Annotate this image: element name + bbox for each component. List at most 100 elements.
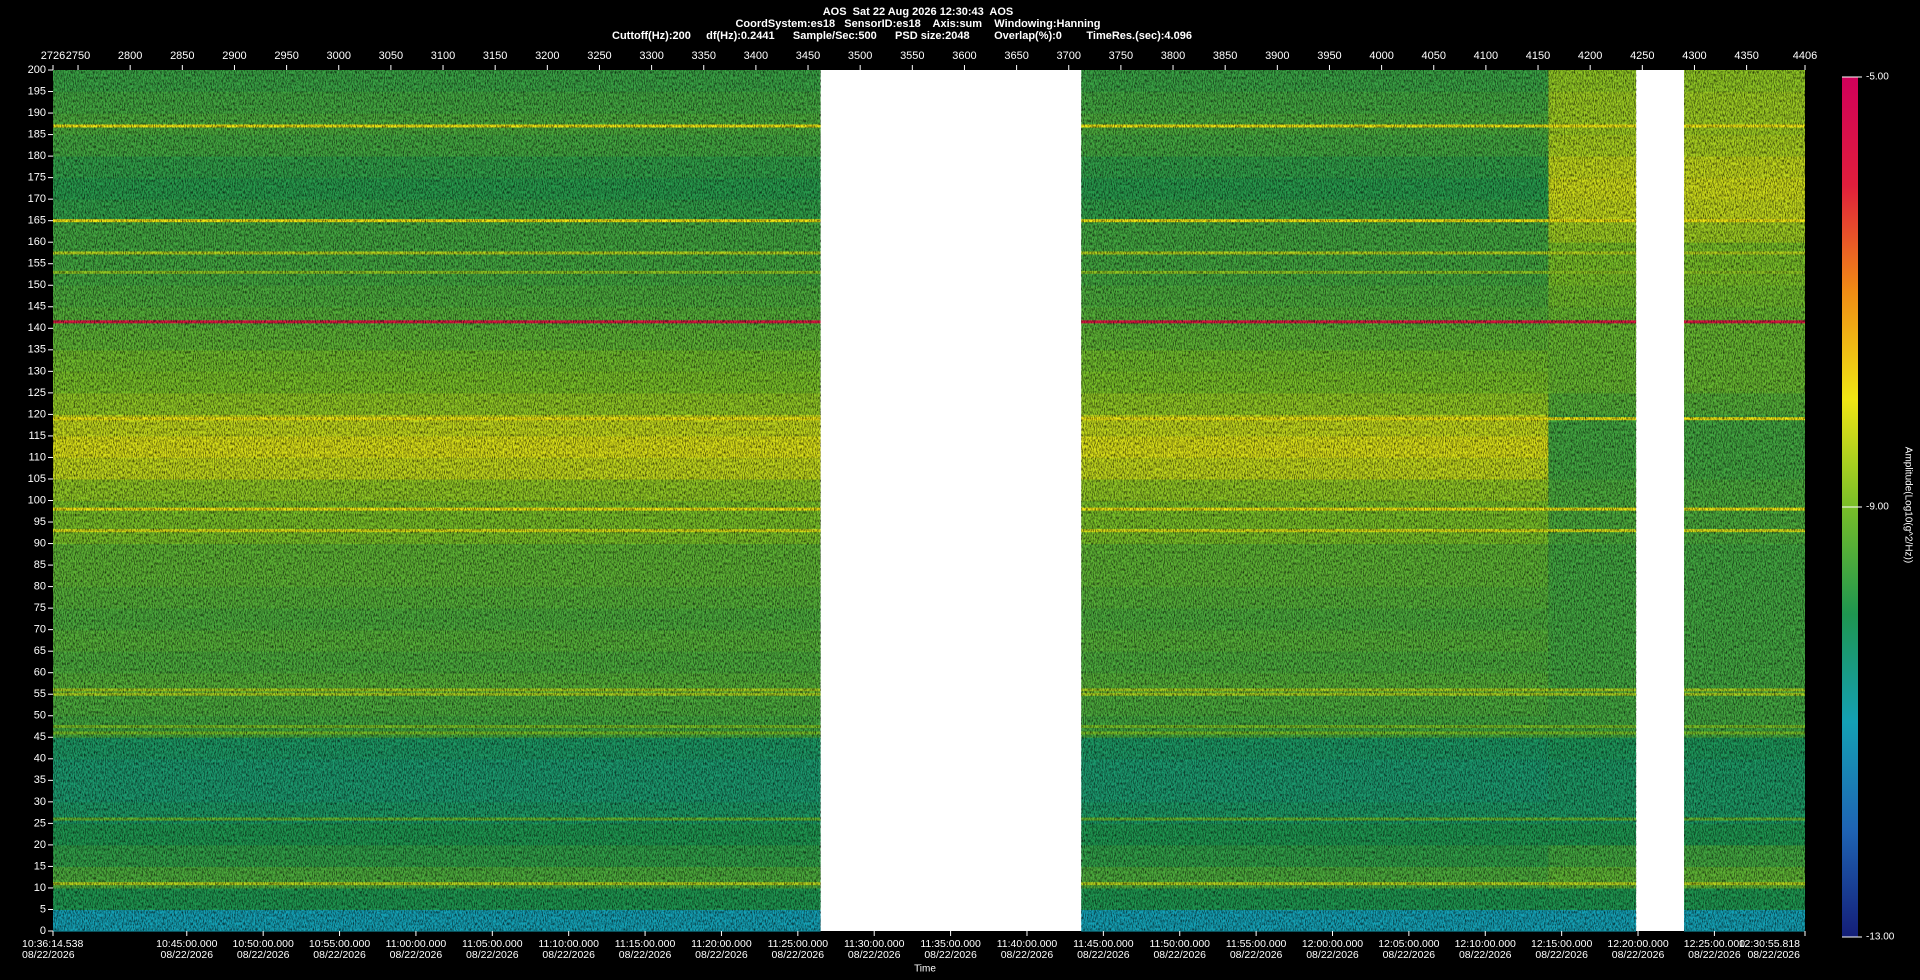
time-tick-label: 11:40:00.000 xyxy=(997,938,1058,950)
time-tick-label: 11:10:00.000 xyxy=(538,938,599,950)
time-tick-label: 10:36:14.538 xyxy=(22,938,83,950)
y-tick-label: 180 xyxy=(28,150,46,162)
noise-texture xyxy=(53,70,821,931)
time-tick-label: 12:05:00.000 xyxy=(1378,938,1439,950)
y-tick-label: 190 xyxy=(28,107,46,119)
noise-texture xyxy=(1684,70,1805,931)
x-tick-label: 3750 xyxy=(1109,50,1133,62)
date-tick-label: 08/22/2026 xyxy=(466,949,519,961)
date-tick-label: 08/22/2026 xyxy=(1306,949,1359,961)
x-tick-label: 4406 xyxy=(1793,50,1817,62)
x-tick-label: 3400 xyxy=(744,50,768,62)
time-tick-label: 12:15:00.000 xyxy=(1531,938,1592,950)
y-tick-label: 130 xyxy=(28,365,46,377)
x-tick-label: 4350 xyxy=(1734,50,1758,62)
date-tick-label: 08/22/2026 xyxy=(924,949,977,961)
noise-texture xyxy=(1548,70,1637,931)
y-tick-label: 90 xyxy=(34,537,46,549)
date-tick-label: 08/22/2026 xyxy=(1001,949,1054,961)
x-tick-label: 3150 xyxy=(483,50,507,62)
y-tick-label: 50 xyxy=(34,710,46,722)
colorbar-tick-label: -9.00 xyxy=(1866,502,1889,513)
y-tick-label: 5 xyxy=(40,903,46,915)
x-tick-label: 3200 xyxy=(535,50,559,62)
colorbar-tick-label: -5.00 xyxy=(1866,72,1889,83)
y-tick-label: 185 xyxy=(28,128,46,140)
y-tick-label: 20 xyxy=(34,839,46,851)
y-tick-label: 15 xyxy=(34,860,46,872)
date-tick-label: 08/22/2026 xyxy=(1077,949,1130,961)
x-tick-label: 4050 xyxy=(1422,50,1446,62)
y-tick-label: 120 xyxy=(28,408,46,420)
y-tick-label: 155 xyxy=(28,258,46,270)
time-tick-label: 10:50:00.000 xyxy=(233,938,294,950)
y-tick-label: 175 xyxy=(28,172,46,184)
time-tick-label: 10:55:00.000 xyxy=(309,938,370,950)
x-axis-label: Time xyxy=(914,964,936,975)
time-tick-label: 11:00:00.000 xyxy=(386,938,447,950)
x-tick-label: 3800 xyxy=(1161,50,1185,62)
date-tick-label: 08/22/2026 xyxy=(1688,949,1741,961)
x-tick-label: 2800 xyxy=(118,50,142,62)
x-tick-label: 3300 xyxy=(639,50,663,62)
x-tick-label: 3100 xyxy=(431,50,455,62)
y-tick-label: 150 xyxy=(28,279,46,291)
x-tick-label: 2900 xyxy=(222,50,246,62)
subtitle: CoordSystem:es18 SensorID:es18 Axis:sum … xyxy=(735,18,1100,30)
date-tick-label: 08/22/2026 xyxy=(619,949,672,961)
date-tick-label: 08/22/2026 xyxy=(1383,949,1436,961)
y-tick-label: 115 xyxy=(28,430,46,442)
y-tick-label: 145 xyxy=(28,301,46,313)
time-tick-label: 12:30:55.818 xyxy=(1739,938,1800,950)
time-tick-label: 11:20:00.000 xyxy=(691,938,752,950)
y-tick-label: 125 xyxy=(28,387,46,399)
date-tick-label: 08/22/2026 xyxy=(1230,949,1283,961)
x-tick-label: 3850 xyxy=(1213,50,1237,62)
y-tick-label: 165 xyxy=(28,215,46,227)
x-tick-label: 3350 xyxy=(692,50,716,62)
y-tick-label: 65 xyxy=(34,645,46,657)
time-tick-label: 11:15:00.000 xyxy=(615,938,676,950)
x-tick-label: 3500 xyxy=(848,50,872,62)
x-tick-label: 2950 xyxy=(274,50,298,62)
date-tick-label: 08/22/2026 xyxy=(22,949,75,961)
x-tick-label: 4250 xyxy=(1630,50,1654,62)
y-tick-label: 45 xyxy=(34,731,46,743)
y-tick-label: 80 xyxy=(34,581,46,593)
y-tick-label: 160 xyxy=(28,236,46,248)
date-tick-label: 08/22/2026 xyxy=(695,949,748,961)
x-tick-label: 3250 xyxy=(587,50,611,62)
x-tick-label: 3950 xyxy=(1317,50,1341,62)
y-tick-label: 55 xyxy=(34,688,46,700)
time-tick-label: 12:10:00.000 xyxy=(1455,938,1516,950)
x-tick-label: 3000 xyxy=(327,50,351,62)
x-tick-label: 4150 xyxy=(1526,50,1550,62)
date-tick-label: 08/22/2026 xyxy=(772,949,825,961)
time-tick-label: 11:30:00.000 xyxy=(844,938,905,950)
time-tick-label: 12:20:00.000 xyxy=(1607,938,1668,950)
x-tick-label: 2750 xyxy=(66,50,90,62)
time-tick-label: 11:05:00.000 xyxy=(462,938,523,950)
date-tick-label: 08/22/2026 xyxy=(313,949,366,961)
x-tick-label: 4100 xyxy=(1474,50,1498,62)
x-tick-label: 4300 xyxy=(1682,50,1706,62)
time-tick-label: 12:25:00.000 xyxy=(1684,938,1745,950)
time-tick-label: 11:35:00.000 xyxy=(920,938,981,950)
y-tick-label: 100 xyxy=(28,494,46,506)
time-tick-label: 11:50:00.000 xyxy=(1149,938,1210,950)
date-tick-label: 08/22/2026 xyxy=(1459,949,1512,961)
y-tick-label: 40 xyxy=(34,753,46,765)
y-tick-label: 200 xyxy=(28,64,46,76)
x-tick-label: 3900 xyxy=(1265,50,1289,62)
date-tick-label: 08/22/2026 xyxy=(1612,949,1665,961)
x-tick-label: 3650 xyxy=(1004,50,1028,62)
x-tick-label: 3050 xyxy=(379,50,403,62)
x-tick-label: 4000 xyxy=(1369,50,1393,62)
time-tick-label: 12:00:00.000 xyxy=(1302,938,1363,950)
time-tick-label: 11:55:00.000 xyxy=(1226,938,1287,950)
time-tick-label: 11:25:00.000 xyxy=(768,938,829,950)
y-tick-label: 170 xyxy=(28,193,46,205)
x-tick-label: 3600 xyxy=(952,50,976,62)
